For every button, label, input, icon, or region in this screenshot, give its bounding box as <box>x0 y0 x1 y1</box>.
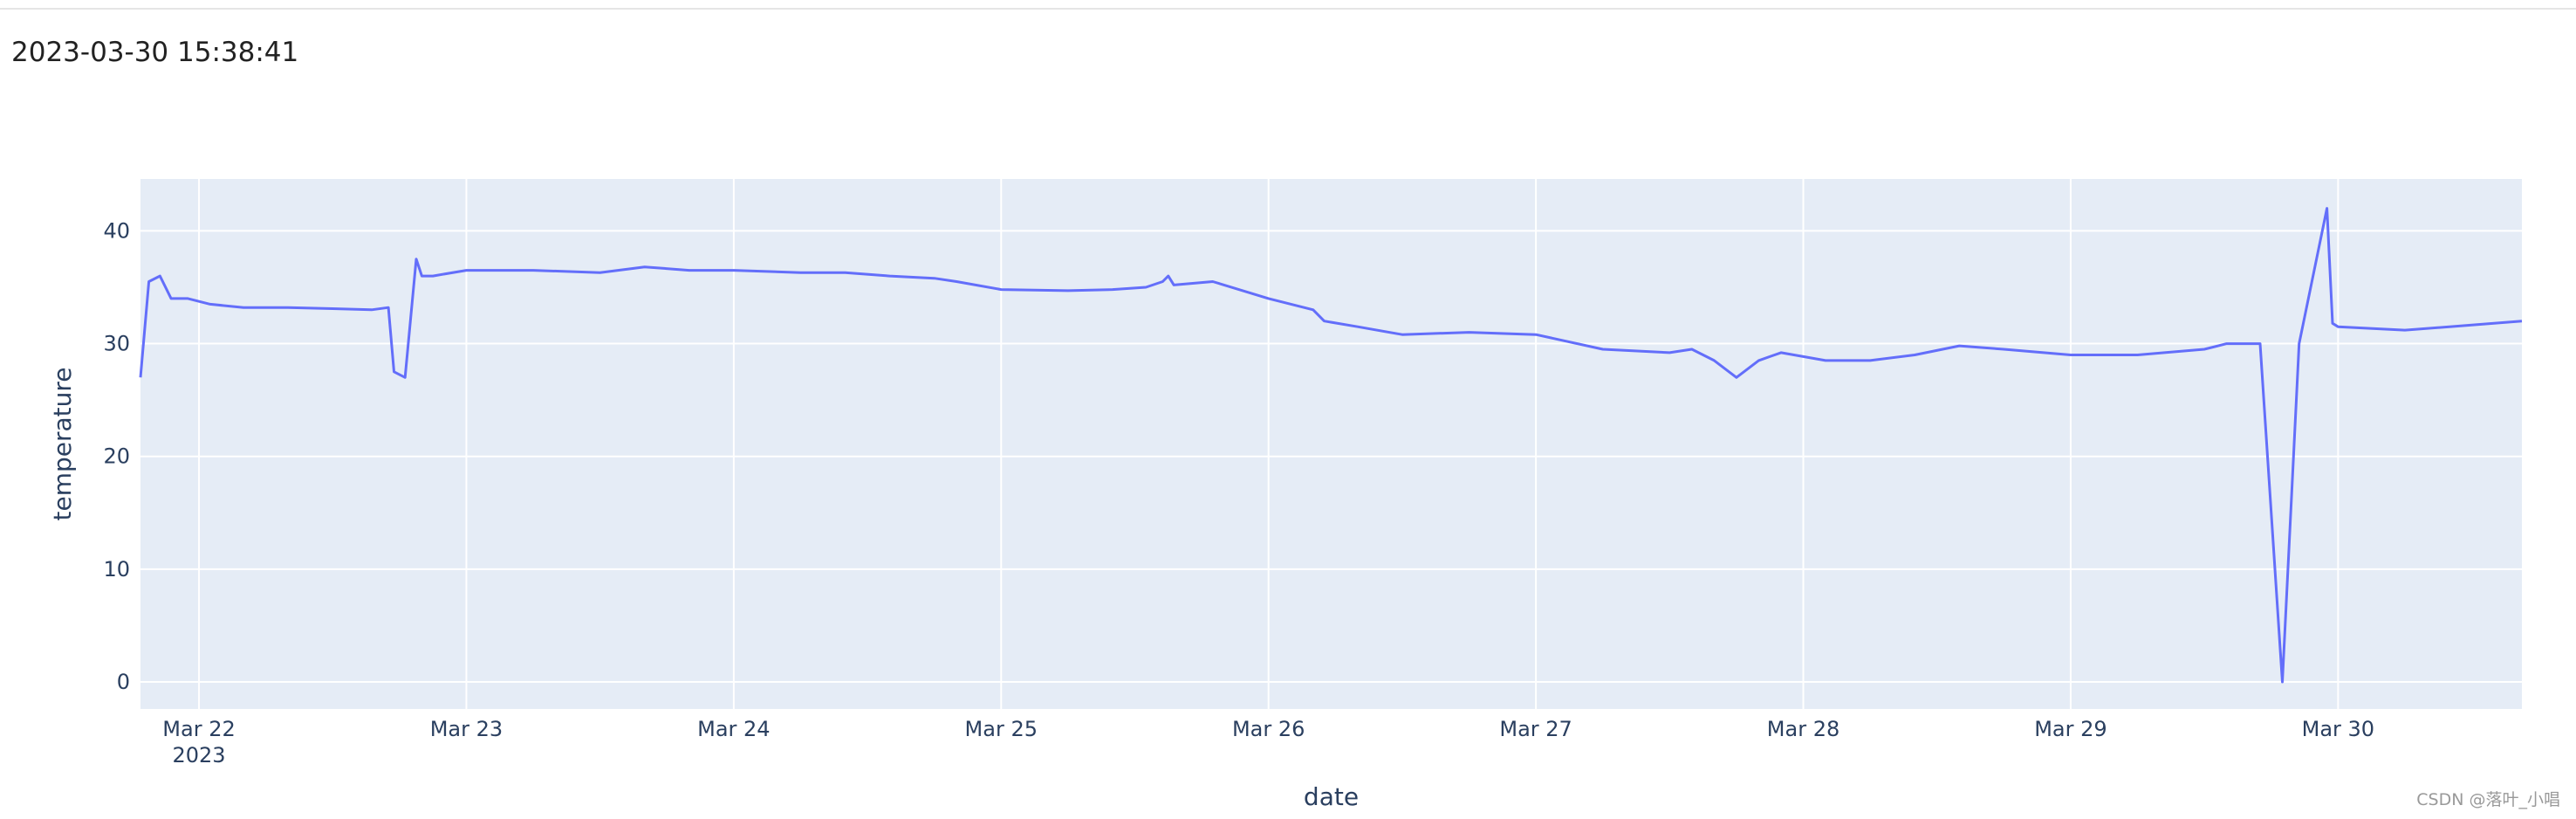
temperature-series-line <box>139 207 2523 684</box>
x-tick-label: Mar 23 <box>430 717 503 741</box>
y-tick-labels: 0 10 20 30 40 <box>103 218 130 694</box>
y-tick-label: 0 <box>117 670 130 694</box>
x-axis-title: date <box>1304 782 1359 811</box>
y-gridlines <box>140 230 2522 684</box>
x-tick-label: Mar 22 <box>162 717 235 741</box>
timestamp-label: 2023-03-30 15:38:41 <box>11 37 299 68</box>
x-tick-year-label: 2023 <box>172 743 225 767</box>
watermark-text: CSDN @落叶_小唱 <box>2416 790 2560 809</box>
y-tick-label: 30 <box>103 332 130 356</box>
plot-area <box>140 179 2522 709</box>
x-tick-label: Mar 26 <box>1232 717 1305 741</box>
x-tick-label: Mar 27 <box>1499 717 1572 741</box>
y-tick-label: 40 <box>103 218 130 243</box>
y-tick-label: 20 <box>103 444 130 469</box>
x-tick-label: Mar 28 <box>1767 717 1840 741</box>
x-tick-label: Mar 24 <box>697 717 770 741</box>
x-tick-label: Mar 25 <box>965 717 1038 741</box>
x-tick-label: Mar 30 <box>2302 717 2374 741</box>
y-axis-title: temperature <box>48 368 77 521</box>
y-tick-label: 10 <box>103 557 130 582</box>
x-tick-label: Mar 29 <box>2034 717 2107 741</box>
top-divider <box>0 8 2576 10</box>
x-gridlines <box>198 179 2340 709</box>
x-tick-labels: Mar 22 Mar 23 Mar 24 Mar 25 Mar 26 Mar 27 Mar … <box>162 717 2374 741</box>
